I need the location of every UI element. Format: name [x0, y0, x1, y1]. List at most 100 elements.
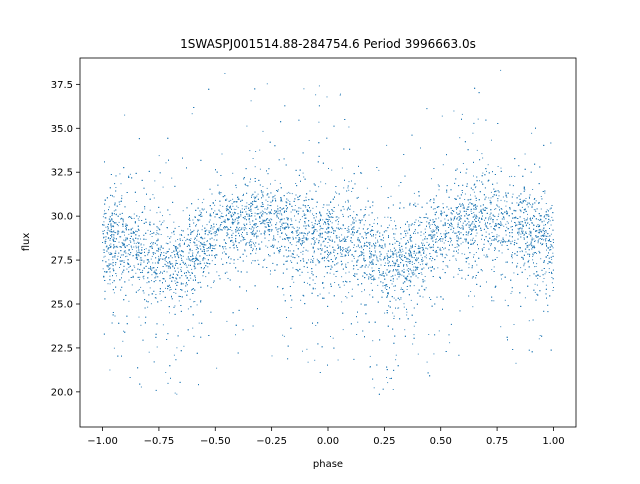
data-point [145, 248, 147, 250]
data-point [187, 270, 189, 272]
data-point [458, 249, 459, 251]
data-point [301, 232, 302, 234]
data-point [476, 264, 478, 266]
data-point [410, 245, 412, 247]
data-point [433, 198, 435, 200]
data-point [168, 251, 169, 252]
data-point [523, 265, 525, 267]
data-point [384, 216, 386, 218]
data-point [151, 274, 153, 276]
data-point [160, 224, 162, 226]
data-point [359, 247, 361, 249]
data-point [203, 198, 205, 200]
data-point [135, 245, 137, 247]
data-point [533, 246, 534, 248]
data-point [198, 240, 200, 242]
data-point [351, 260, 353, 262]
data-point [413, 263, 415, 264]
data-point [426, 221, 428, 223]
data-point [222, 216, 224, 218]
data-point [393, 285, 395, 287]
data-point [458, 206, 459, 208]
data-point [361, 247, 363, 249]
data-point [478, 211, 480, 213]
data-point [425, 254, 427, 256]
data-point [414, 232, 416, 234]
data-point [171, 232, 173, 234]
data-point [472, 306, 474, 308]
data-point [153, 253, 154, 255]
data-point [173, 221, 175, 223]
data-point [165, 287, 166, 289]
data-point [194, 266, 196, 268]
data-point [438, 330, 440, 332]
data-point [477, 118, 479, 120]
data-point [139, 276, 141, 278]
data-point [417, 267, 419, 268]
data-point [269, 222, 271, 224]
data-point [221, 258, 222, 260]
data-point [257, 259, 259, 261]
data-point [187, 228, 189, 230]
data-point [232, 232, 234, 234]
data-point [254, 215, 256, 217]
data-point [307, 271, 309, 273]
data-point [280, 219, 281, 221]
data-point [262, 196, 264, 198]
data-point [150, 268, 151, 270]
data-point [524, 297, 526, 299]
data-point [135, 242, 137, 244]
data-point [384, 312, 386, 314]
data-point [154, 180, 156, 182]
data-point [475, 216, 477, 218]
data-point [468, 267, 470, 269]
data-point [403, 268, 405, 270]
data-point [482, 248, 484, 250]
data-point [544, 215, 546, 217]
data-point [115, 264, 116, 266]
data-point [333, 210, 335, 212]
data-point [249, 221, 251, 223]
data-point [399, 247, 401, 249]
data-point [255, 252, 257, 254]
data-point [152, 262, 154, 264]
data-point [448, 208, 450, 210]
data-point [103, 256, 105, 258]
data-point [153, 197, 155, 199]
data-point [434, 223, 435, 225]
data-point [316, 238, 318, 240]
data-point [171, 257, 173, 259]
data-point [182, 255, 184, 257]
data-point [411, 270, 413, 272]
data-point [532, 255, 534, 257]
data-point [381, 239, 383, 241]
data-point [423, 251, 425, 253]
data-point [443, 233, 445, 235]
data-point [544, 273, 546, 275]
data-point [518, 234, 520, 236]
data-point [481, 270, 483, 272]
data-point [370, 255, 372, 257]
data-point [251, 241, 253, 243]
data-point [299, 274, 301, 276]
data-point [219, 228, 221, 230]
data-point [369, 230, 371, 232]
data-point [303, 247, 305, 249]
data-point [308, 259, 309, 261]
data-point [410, 281, 412, 283]
data-point [442, 268, 444, 270]
data-point [273, 196, 275, 197]
data-point [298, 240, 300, 242]
data-point [459, 137, 461, 139]
data-point [358, 245, 359, 247]
data-point [348, 246, 350, 248]
data-point [143, 244, 145, 246]
data-point [193, 229, 195, 231]
data-point [377, 239, 378, 241]
data-point [406, 311, 408, 313]
data-point [122, 340, 124, 342]
data-point [412, 269, 414, 271]
data-point [545, 203, 547, 204]
data-point [194, 238, 195, 240]
